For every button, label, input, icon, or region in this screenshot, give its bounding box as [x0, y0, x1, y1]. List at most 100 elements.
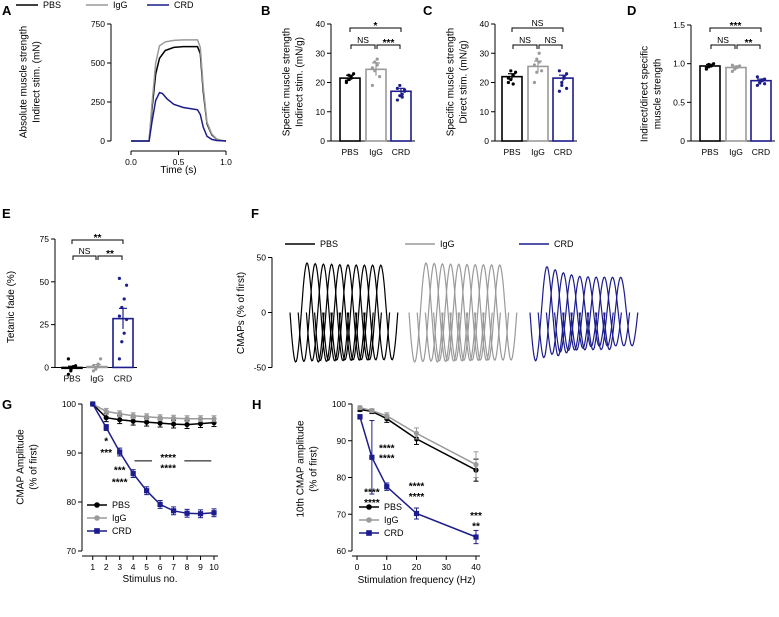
data-marker-igg — [117, 411, 123, 417]
data-marker-crd — [413, 510, 420, 517]
data-point-crd — [117, 314, 121, 318]
data-point-igg — [91, 369, 95, 373]
series-line-igg — [359, 406, 477, 466]
significance-label: NS — [357, 35, 369, 45]
data-point-crd — [565, 72, 569, 76]
data-point-crd — [120, 340, 124, 344]
x-tick-label: 20 — [412, 562, 422, 572]
y-tick-label: 10 — [480, 107, 490, 117]
data-point-pbs — [66, 357, 70, 361]
data-point-crd — [760, 78, 764, 82]
data-marker-crd — [184, 510, 190, 516]
legend-label-crd: CRD — [384, 528, 404, 538]
y-tick-label: 90 — [67, 448, 77, 458]
data-point-crd — [557, 69, 562, 73]
data-point-pbs — [347, 77, 351, 82]
data-point-igg — [370, 83, 374, 88]
cmap-trace-pbs — [314, 263, 350, 362]
data-point-pbs — [514, 70, 518, 74]
data-point-pbs — [349, 76, 353, 80]
data-point-pbs — [506, 80, 510, 85]
y-tick-label: 20 — [480, 78, 490, 88]
x-tick-label: CRD — [752, 147, 770, 157]
significance-bracket — [97, 255, 123, 260]
data-point-pbs — [707, 62, 711, 67]
trace-igg — [131, 39, 227, 142]
legend-label-pbs: PBS — [43, 0, 61, 10]
data-point-crd — [398, 94, 402, 98]
data-point-crd — [125, 283, 129, 287]
panel-f: F CMAPs (% of first) -50 0 50 PBS IgG CRD — [236, 206, 639, 373]
significance-label: NS — [545, 35, 557, 45]
data-point-igg — [735, 65, 739, 69]
data-point-crd — [755, 83, 760, 87]
data-point-pbs — [511, 73, 515, 77]
x-tick-label: PBS — [341, 147, 358, 157]
data-marker-pbs — [144, 419, 150, 425]
data-point-crd — [117, 276, 121, 280]
x-tick-label: PBS — [503, 147, 520, 157]
significance-label: *** — [730, 21, 742, 32]
data-point-igg — [537, 51, 541, 55]
data-marker-igg — [413, 430, 420, 436]
y-tick-label: 30 — [480, 48, 490, 58]
significance-label: **** — [160, 464, 176, 475]
data-marker-crd — [170, 508, 177, 514]
cmap-trace-igg — [416, 262, 452, 363]
cmap-trace-pbs — [297, 262, 333, 363]
x-tick-label: 6 — [158, 562, 163, 572]
bar-pbs — [339, 77, 361, 142]
x-tick-label: CRD — [554, 147, 572, 157]
y-tick-label: 0 — [44, 362, 49, 372]
data-point-crd — [560, 80, 564, 85]
significance-label: **** — [364, 498, 380, 509]
data-point-crd — [560, 83, 564, 88]
bar-crd — [750, 79, 772, 142]
cmap-trace-igg — [433, 263, 469, 362]
data-point-pbs — [509, 69, 513, 73]
significance-bracket — [736, 44, 761, 49]
data-point-pbs — [707, 65, 711, 69]
cmap-trace-igg — [449, 263, 485, 362]
significance-bracket — [538, 44, 563, 49]
legend-marker-crd — [366, 530, 372, 536]
y-tick-label: 70 — [67, 546, 77, 556]
data-point-crd — [122, 331, 126, 335]
significance-label: NS — [519, 35, 531, 45]
data-point-crd — [125, 317, 129, 322]
y-tick-label: 0 — [320, 136, 325, 146]
data-point-pbs — [704, 65, 709, 70]
x-tick-label: IgG — [531, 147, 545, 157]
data-marker-igg — [184, 416, 190, 422]
y-axis-label: Specific muscle strength — [282, 28, 293, 136]
data-point-igg — [730, 69, 735, 73]
bar-crd — [552, 77, 574, 142]
data-point-pbs — [506, 76, 510, 80]
data-point-crd — [400, 95, 404, 99]
cmap-trace-crd — [595, 276, 631, 351]
data-point-igg — [738, 64, 742, 68]
y-tick-label: 100 — [332, 399, 346, 409]
x-tick-label: PBS — [63, 373, 80, 383]
data-point-crd — [403, 88, 407, 92]
legend-label-pbs: PBS — [112, 500, 130, 510]
data-marker-igg — [357, 405, 363, 411]
data-point-crd — [122, 297, 126, 301]
y-tick-label: 25 — [40, 320, 50, 330]
x-tick-label: 1 — [90, 562, 95, 572]
data-marker-igg — [157, 415, 163, 421]
significance-bracket — [71, 239, 124, 244]
y-axis-label: Direct stim. (mN/g) — [459, 40, 470, 123]
data-marker-crd — [157, 501, 163, 508]
panel-g: G CMAP Amplitude (% of first) 70 80 90 100 1 2 3 4… — [2, 397, 219, 585]
data-point-crd — [562, 76, 566, 80]
y-axis-label: Tetanic fade (%) — [6, 271, 17, 343]
significance-label: ** — [94, 233, 102, 244]
data-marker-pbs — [197, 421, 204, 427]
data-point-igg — [373, 60, 377, 64]
data-point-igg — [373, 69, 377, 73]
data-point-crd — [758, 80, 762, 84]
data-marker-igg — [473, 462, 479, 468]
cmap-trace-pbs — [305, 263, 341, 362]
